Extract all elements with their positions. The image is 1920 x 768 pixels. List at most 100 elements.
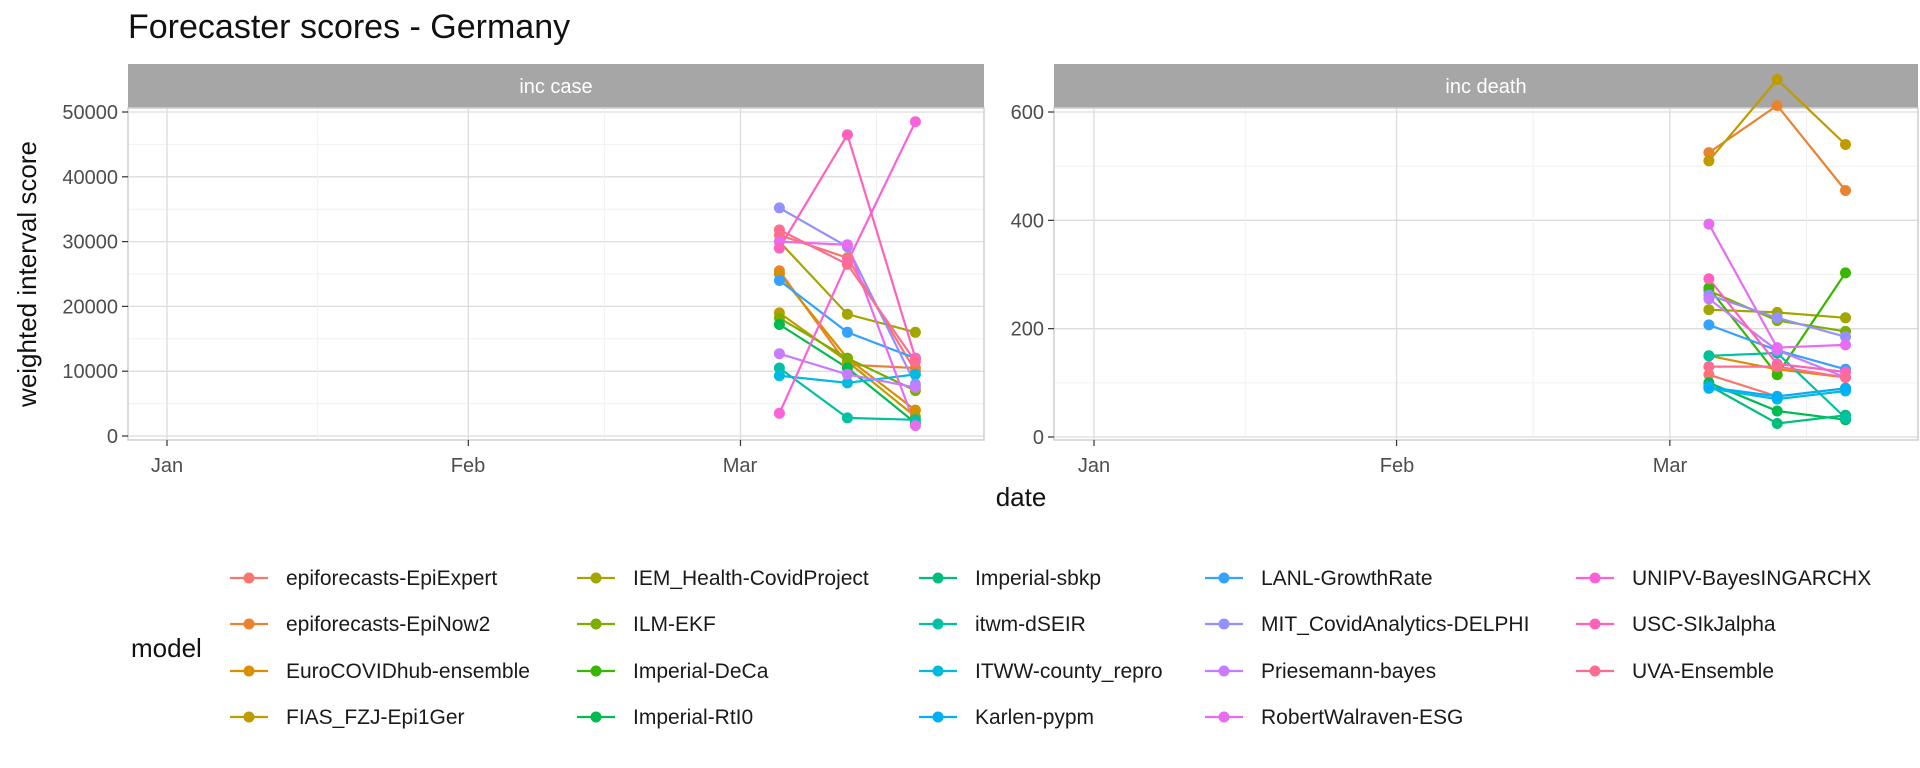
data-point-LANL-GrowthRate: [1703, 319, 1714, 330]
x-tick-label: Feb: [451, 455, 485, 477]
data-point-UNIPV-BayesINGARCHX: [910, 116, 921, 127]
legend-item-label: UVA-Ensemble: [1632, 660, 1774, 683]
legend-key-point: [591, 666, 602, 677]
y-tick-label: 0: [107, 426, 118, 448]
data-point-IEM_Health-CovidProject: [1703, 304, 1714, 315]
data-point-epiforecasts-EpiNow2: [1772, 100, 1783, 111]
legend-key-point: [244, 573, 255, 584]
legend-key-point: [1590, 573, 1601, 584]
legend-key-point: [591, 573, 602, 584]
legend-item-label: UNIPV-BayesINGARCHX: [1632, 567, 1871, 590]
data-point-FIAS_FZJ-Epi1Ger: [1772, 74, 1783, 85]
data-point-Imperial-DeCa: [1840, 267, 1851, 278]
panel-inc-death: inc death 0 200 400 600 Jan Feb Mar: [1011, 64, 1918, 477]
legend-title: model: [131, 633, 202, 663]
data-point-Priesemann-bayes: [910, 382, 921, 393]
y-tick-label: 50000: [62, 102, 118, 124]
data-point-Karlen-pypm: [1772, 391, 1783, 402]
data-point-USC-SIkJalpha: [1703, 273, 1714, 284]
data-point-RobertWalraven-ESG: [1840, 339, 1851, 350]
data-point-Priesemann-bayes: [842, 369, 853, 380]
legend-item-label: RobertWalraven-ESG: [1261, 706, 1463, 729]
y-tick-label: 30000: [62, 232, 118, 254]
x-tick-label: Jan: [1078, 455, 1110, 477]
data-point-UVA-Ensemble: [1840, 372, 1851, 383]
legend-item-label: FIAS_FZJ-Epi1Ger: [286, 706, 465, 729]
legend-key-point: [244, 712, 255, 723]
legend-key-point: [591, 712, 602, 723]
y-tick-label: 400: [1011, 210, 1044, 232]
legend-item-label: itwm-dSEIR: [975, 613, 1086, 636]
data-point-ITWW-county_repro: [774, 370, 785, 381]
legend-item-label: epiforecasts-EpiNow2: [286, 613, 490, 636]
y-tick-label: 10000: [62, 361, 118, 383]
data-point-LANL-GrowthRate: [842, 327, 853, 338]
legend-key-point: [1219, 619, 1230, 630]
y-axis-label: weighted interval score: [12, 141, 42, 408]
data-point-FIAS_FZJ-Epi1Ger: [1703, 155, 1714, 166]
data-point-UVA-Ensemble: [1772, 361, 1783, 372]
y-tick-label: 600: [1011, 102, 1044, 124]
data-point-ITWW-county_repro: [910, 369, 921, 380]
data-point-RobertWalraven-ESG: [1772, 342, 1783, 353]
legend-item-label: Imperial-DeCa: [633, 660, 769, 683]
data-point-Imperial-sbkp: [1772, 418, 1783, 429]
data-point-itwm-dSEIR: [842, 412, 853, 423]
data-point-IEM_Health-CovidProject: [1840, 312, 1851, 323]
data-point-Imperial-RtI0: [774, 319, 785, 330]
legend-key-point: [244, 666, 255, 677]
data-point-UVA-Ensemble: [842, 259, 853, 270]
legend-item-label: Karlen-pypm: [975, 706, 1094, 729]
data-point-UVA-Ensemble: [910, 356, 921, 367]
legend-item-label: IEM_Health-CovidProject: [633, 567, 869, 590]
data-point-IEM_Health-CovidProject: [910, 327, 921, 338]
x-tick-label: Mar: [723, 455, 758, 477]
legend-item-label: Priesemann-bayes: [1261, 660, 1436, 683]
data-point-MIT_CovidAnalytics-DELPHI: [1772, 312, 1783, 323]
data-point-RobertWalraven-ESG: [842, 239, 853, 250]
data-point-UNIPV-BayesINGARCHX: [774, 408, 785, 419]
x-tick-label: Feb: [1380, 455, 1414, 477]
data-point-itwm-dSEIR: [1703, 350, 1714, 361]
data-point-itwm-dSEIR: [1840, 413, 1851, 424]
legend-item-label: EuroCOVIDhub-ensemble: [286, 660, 530, 683]
legend-key-point: [933, 573, 944, 584]
data-point-Karlen-pypm: [1703, 382, 1714, 393]
legend-key-point: [1219, 573, 1230, 584]
legend-key-point: [1219, 712, 1230, 723]
data-point-LANL-GrowthRate: [774, 275, 785, 286]
legend-key-point: [1219, 666, 1230, 677]
x-tick-label: Mar: [1653, 455, 1688, 477]
legend-key-point: [933, 619, 944, 630]
x-axis-label: date: [996, 482, 1047, 512]
data-point-epiforecasts-EpiNow2: [1840, 185, 1851, 196]
legend-item-label: USC-SIkJalpha: [1632, 613, 1776, 636]
legend-key-point: [591, 619, 602, 630]
legend-key-point: [244, 619, 255, 630]
data-point-UVA-Ensemble: [774, 224, 785, 235]
chart-title: Forecaster scores - Germany: [128, 8, 570, 46]
legend-item-label: Imperial-sbkp: [975, 567, 1101, 590]
legend-item-label: ILM-EKF: [633, 613, 716, 636]
data-point-Priesemann-bayes: [1703, 293, 1714, 304]
data-point-UVA-Ensemble: [1703, 361, 1714, 372]
x-tick-label: Jan: [151, 455, 183, 477]
data-point-RobertWalraven-ESG: [1703, 219, 1714, 230]
y-tick-label: 0: [1033, 427, 1044, 449]
panel-strip-label: inc death: [1445, 76, 1526, 98]
data-point-RobertWalraven-ESG: [910, 420, 921, 431]
y-tick-label: 40000: [62, 167, 118, 189]
panel-strip-label: inc case: [519, 76, 592, 98]
data-point-FIAS_FZJ-Epi1Ger: [1840, 139, 1851, 150]
legend-key-point: [1590, 619, 1601, 630]
data-point-Karlen-pypm: [1840, 383, 1851, 394]
legend-key-point: [1590, 666, 1601, 677]
legend-key-point: [933, 666, 944, 677]
data-point-Imperial-RtI0: [1772, 406, 1783, 417]
data-point-USC-SIkJalpha: [774, 243, 785, 254]
legend-key-point: [933, 712, 944, 723]
data-point-USC-SIkJalpha: [842, 129, 853, 140]
legend-item-label: MIT_CovidAnalytics-DELPHI: [1261, 613, 1529, 636]
